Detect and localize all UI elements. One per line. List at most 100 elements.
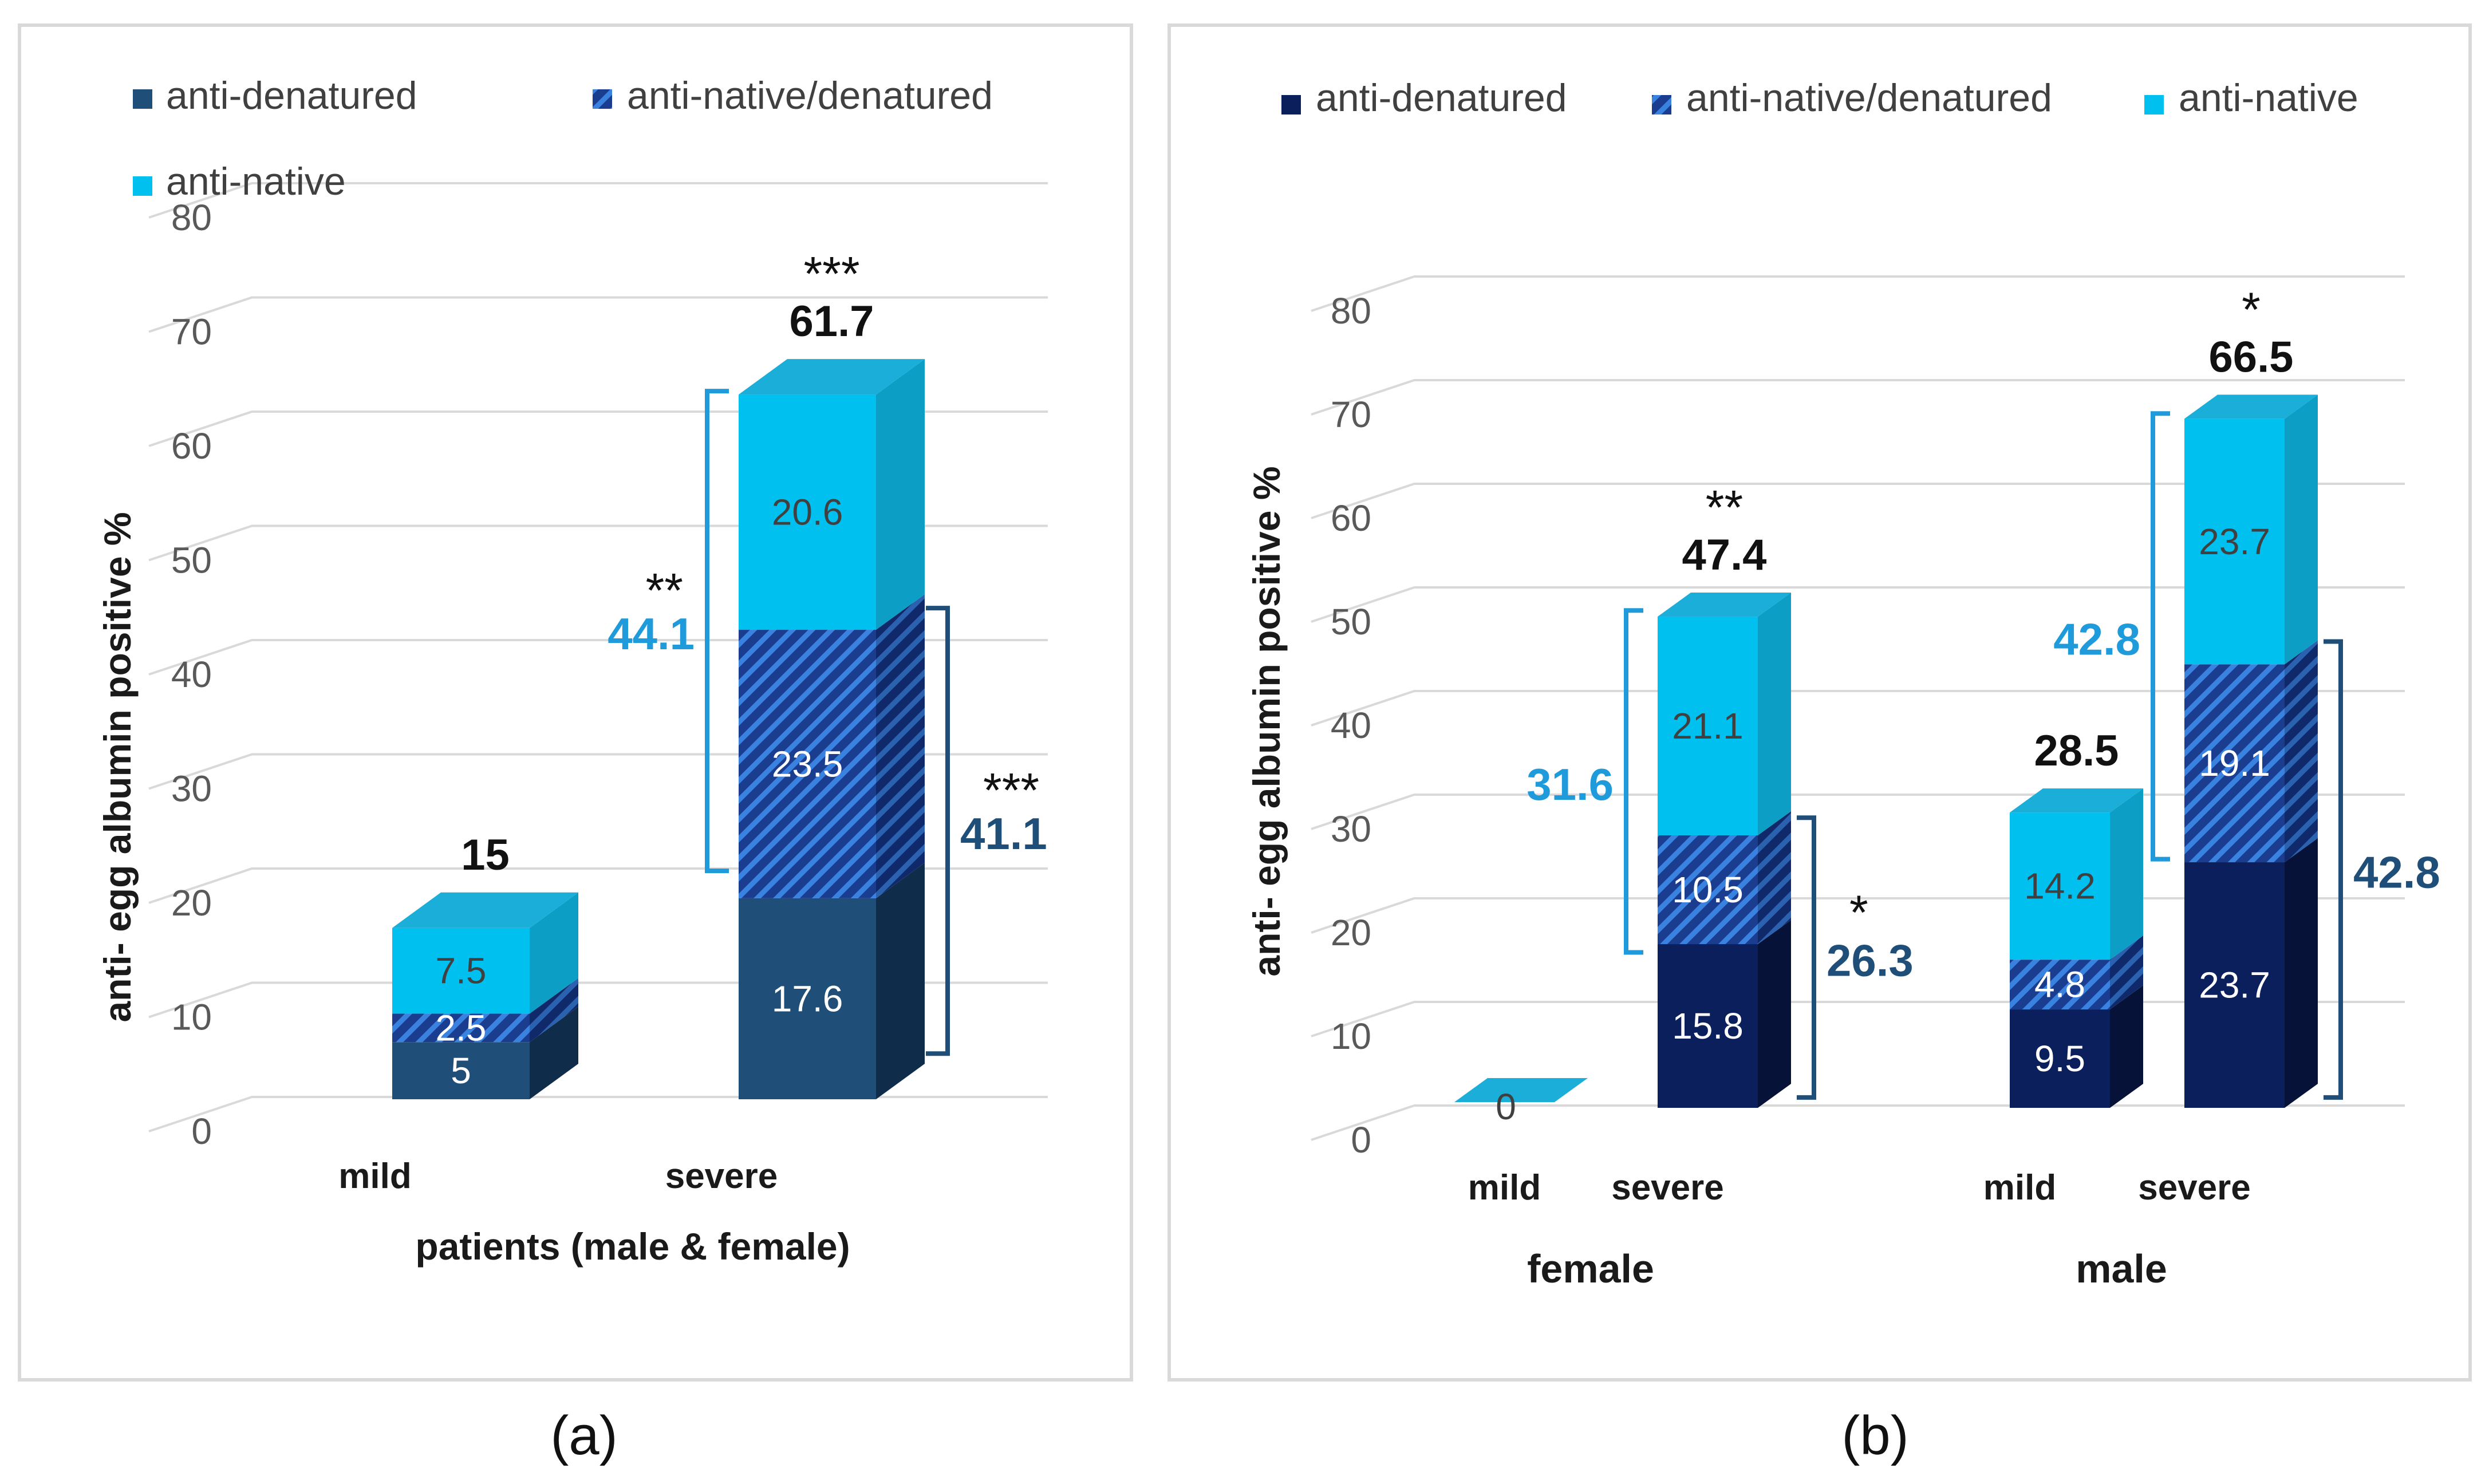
bar-side-a-all-severe-anti-native-denatured: [876, 594, 925, 898]
bar-side-b-male-severe-anti-denatured: [2285, 838, 2318, 1108]
bar-top-a-all-severe: [739, 359, 925, 395]
legend-label-b-anti-native: anti-native: [2179, 76, 2358, 120]
gridline-b-7: [1311, 379, 2405, 416]
legend-swatch-a-anti-native: [133, 176, 152, 196]
bracket-significance-b-1: *: [1849, 886, 1868, 940]
bar-side-b-male-mild-anti-denatured: [2110, 985, 2143, 1108]
legend-label-b-anti-denatured: anti-denatured: [1316, 76, 1567, 120]
segment-label-b-male-severe-anti-denatured: 23.7: [2199, 965, 2270, 1006]
legend-swatch-a-anti-native-denatured: [593, 89, 612, 109]
total-label-b-female-severe: 47.4: [1682, 531, 1767, 579]
total-label-b-male-severe: 66.5: [2209, 333, 2294, 381]
significance-b-female-severe: **: [1706, 480, 1743, 534]
y-tick-label-a-1: 10: [171, 997, 212, 1038]
segment-label-b-male-mild-anti-native-denatured: 4.8: [2034, 964, 2085, 1005]
bar-top-b-female-severe: [1658, 593, 1791, 617]
bracket-b-3: [2324, 639, 2343, 1100]
bar-top-b-male-severe: [2184, 394, 2318, 419]
panel-b-caption: (b): [1841, 1405, 1908, 1466]
y-axis-title-b: anti- egg albumin positive %: [1245, 466, 1288, 976]
segment-label-b-female-severe-anti-native: 21.1: [1672, 705, 1744, 747]
y-tick-label-a-7: 70: [171, 311, 212, 353]
significance-a-all-severe: ***: [803, 247, 859, 301]
bar-segment-a-all-severe-anti-native-denatured: [739, 630, 876, 898]
bar-side-a-all-mild-anti-denatured: [530, 1007, 578, 1099]
segment-label-b-female-severe-anti-denatured: 15.8: [1672, 1005, 1744, 1047]
total-label-a-all-mild: 15: [461, 831, 510, 879]
total-label-b-male-mild: 28.5: [2034, 727, 2119, 775]
y-tick-label-a-8: 80: [171, 197, 212, 238]
segment-label-b-male-mild-anti-native: 14.2: [2024, 866, 2096, 907]
y-tick-label-a-5: 50: [171, 540, 212, 581]
segment-label-a-all-severe-anti-native: 20.6: [772, 492, 843, 533]
gridline-b-8: [1311, 275, 2405, 312]
bar-side-b-male-severe-anti-native: [2285, 394, 2318, 665]
x-axis-title-a: patients (male & female): [415, 1225, 850, 1268]
bar-segment-b-female-severe-anti-denatured: [1658, 944, 1758, 1108]
y-axis-title-a: anti- egg albumin positive %: [96, 512, 139, 1022]
bar-segment-b-female-severe-anti-native: [1658, 617, 1758, 835]
bar-side-a-all-mild-anti-native: [530, 892, 578, 1014]
bar-segment-b-female-mild-anti-native: [1454, 1078, 1588, 1102]
segment-label-a-all-severe-anti-denatured: 17.6: [772, 978, 843, 1019]
bar-side-b-female-severe-anti-native: [1758, 593, 1791, 835]
bar-side-b-female-severe-anti-native-denatured: [1758, 811, 1791, 945]
segment-label-b-female-mild-anti-native: 0: [1496, 1086, 1516, 1127]
bar-segment-b-male-mild-anti-native: [2010, 812, 2110, 960]
bar-segment-a-all-mild-anti-native: [392, 928, 530, 1014]
bracket-value-b-3: 42.8: [2353, 847, 2440, 898]
bracket-b-2: [2151, 411, 2170, 862]
bracket-b-1: [1797, 815, 1816, 1100]
bar-top-b-male-mild: [2010, 788, 2143, 813]
bar-side-a-all-mild-anti-native-denatured: [530, 978, 578, 1043]
bar-segment-b-male-mild-anti-denatured: [2010, 1009, 2110, 1108]
bracket-b-0: [1624, 608, 1643, 955]
y-tick-label-a-0: 0: [191, 1111, 212, 1152]
y-tick-label-a-3: 30: [171, 768, 212, 810]
bracket-significance-a-0: **: [646, 563, 683, 617]
bar-stack-a-all-mild: 52.5 7.5: [392, 892, 578, 1099]
legend-swatch-a-anti-denatured: [133, 89, 152, 109]
total-label-a-all-severe: 61.7: [790, 297, 874, 346]
gridline-b-5: [1311, 586, 2405, 623]
bar-segment-b-male-severe-anti-denatured: [2184, 862, 2285, 1108]
bar-stack-b-male-mild: 9.5 4.8 14.2: [2010, 788, 2143, 1108]
y-tick-label-b-7: 70: [1331, 394, 1371, 435]
segment-label-b-male-mild-anti-denatured: 9.5: [2034, 1038, 2085, 1079]
segment-label-b-male-severe-anti-native: 23.7: [2199, 521, 2270, 562]
bar-segment-b-male-severe-anti-native-denatured: [2184, 664, 2285, 863]
segment-label-a-all-mild-anti-native: 7.5: [436, 950, 487, 992]
group-label-male: male: [2076, 1246, 2167, 1291]
bracket-value-a-1: 41.1: [960, 808, 1047, 859]
bar-side-b-male-mild-anti-native: [2110, 788, 2143, 960]
bracket-a-0: [705, 389, 729, 873]
bar-segment-b-female-severe-anti-native-denatured: [1658, 835, 1758, 945]
bar-stack-b-female-mild: 0: [1454, 1078, 1588, 1127]
category-label-b-male-mild: mild: [1983, 1168, 2056, 1207]
legend-label-a-anti-native-denatured: anti-native/denatured: [627, 74, 993, 117]
category-label-a-all-severe: severe: [665, 1157, 778, 1196]
bar-top-a-all-mild: [392, 892, 578, 928]
bracket-value-b-0: 31.6: [1526, 759, 1614, 810]
segment-label-a-all-mild-anti-native-denatured: 2.5: [436, 1007, 487, 1048]
y-tick-label-b-4: 40: [1331, 705, 1371, 746]
segment-label-b-female-severe-anti-native-denatured: 10.5: [1672, 869, 1744, 910]
gridline-a-8: [148, 182, 1048, 219]
y-tick-label-b-0: 0: [1351, 1119, 1371, 1161]
segment-label-b-male-severe-anti-native-denatured: 19.1: [2199, 743, 2270, 784]
legend-label-b-anti-native-denatured: anti-native/denatured: [1686, 76, 2052, 120]
significance-b-male-severe: *: [2242, 282, 2261, 336]
legend-swatch-b-anti-native-denatured: [1652, 95, 1671, 115]
bracket-value-b-2: 42.8: [2053, 614, 2140, 664]
gridline-b-4: [1311, 690, 2405, 727]
bar-segment-a-all-severe-anti-denatured: [739, 898, 876, 1099]
bar-segment-a-all-mild-anti-native-denatured: [392, 1013, 530, 1043]
panel-a-chart: 0 10 20 30 40 50 60 70 80 anti- egg albumin posit…: [96, 74, 1048, 1268]
y-tick-label-b-5: 50: [1331, 601, 1371, 642]
category-label-b-female-mild: mild: [1468, 1168, 1541, 1207]
y-tick-label-b-3: 30: [1331, 808, 1371, 850]
y-tick-label-a-2: 20: [171, 882, 212, 923]
bar-segment-a-all-mild-anti-denatured: [392, 1042, 530, 1099]
bar-side-b-female-severe-anti-denatured: [1758, 920, 1791, 1108]
